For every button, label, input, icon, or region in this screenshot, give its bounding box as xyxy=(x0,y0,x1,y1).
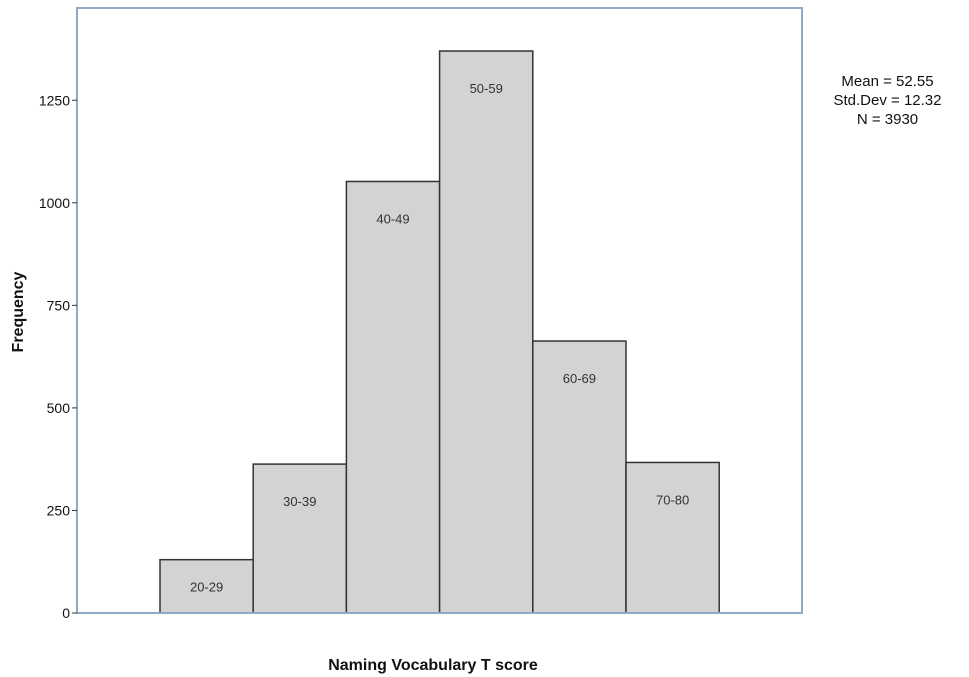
y-tick-label: 1250 xyxy=(39,92,70,108)
histogram-bar-30-39 xyxy=(252,463,348,614)
histogram-bar-40-49 xyxy=(345,180,441,614)
histogram-bar-20-29 xyxy=(159,558,254,614)
y-tick-label: 250 xyxy=(47,502,71,518)
histogram-bar-60-69 xyxy=(532,340,627,614)
bar-label-30-39: 30-39 xyxy=(283,494,316,509)
bar-label-40-49: 40-49 xyxy=(376,211,409,226)
std-dev-stat: Std.Dev = 12.32 xyxy=(833,92,942,109)
x-axis-title: Naming Vocabulary T score xyxy=(328,657,538,674)
bar-label-20-29: 20-29 xyxy=(190,579,223,594)
mean-stat: Mean = 52.55 xyxy=(841,73,934,90)
y-tick-label: 0 xyxy=(62,605,70,621)
n-stat: N = 3930 xyxy=(856,111,919,128)
y-axis-title: Frequency xyxy=(10,271,27,352)
y-tick-label: 500 xyxy=(47,400,71,416)
histogram-bar-70-80 xyxy=(625,461,720,614)
y-tick-label: 1000 xyxy=(39,195,70,211)
bars: 20-29 30-39 40-49 50-59 60-69 70-80 xyxy=(159,50,720,614)
bar-label-50-59: 50-59 xyxy=(470,81,503,96)
y-axis: 0 250 500 750 1000 1250 xyxy=(39,92,77,621)
summary-statistics: Mean = 52.55 Std.Dev = 12.32 N = 3930 xyxy=(820,72,955,129)
histogram-bar-50-59 xyxy=(438,50,534,614)
y-tick-label: 750 xyxy=(47,297,71,313)
bar-label-70-80: 70-80 xyxy=(656,492,689,507)
bar-label-60-69: 60-69 xyxy=(563,371,596,386)
